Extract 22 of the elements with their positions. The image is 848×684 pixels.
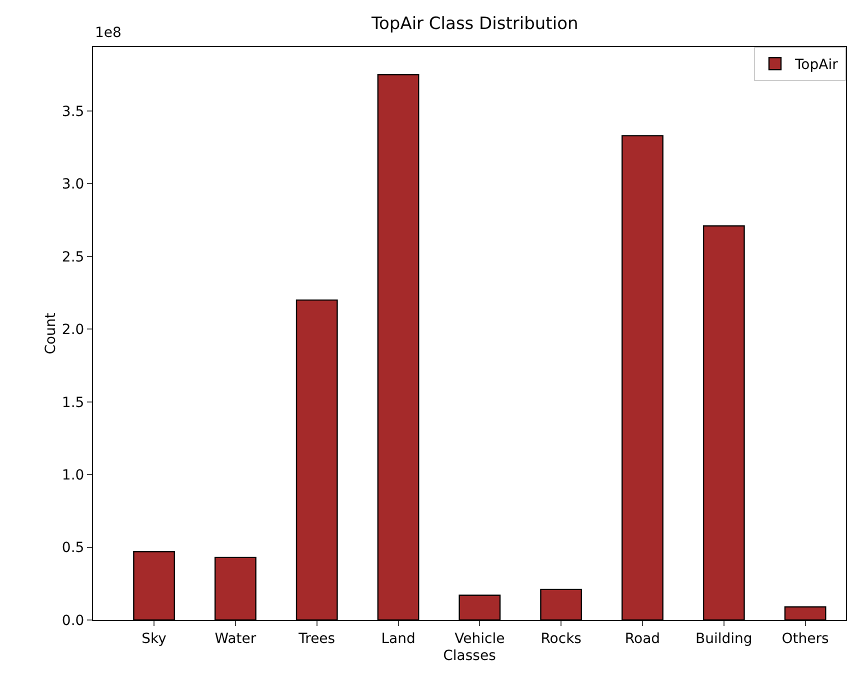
x-tick-label: Sky	[142, 630, 166, 647]
x-axis-title: Classes	[443, 648, 496, 664]
y-tick-label: 2.0	[62, 322, 84, 338]
y-tick-label: 0.0	[62, 612, 84, 629]
x-tick-label: Water	[214, 630, 256, 647]
x-tick-label: Road	[624, 630, 660, 647]
chart-title: TopAir Class Distribution	[370, 14, 578, 34]
x-tick-label: Trees	[298, 630, 336, 647]
x-tick-label: Rocks	[540, 630, 582, 647]
y-tick-label: 3.0	[62, 176, 84, 193]
x-tick-label: Vehicle	[454, 630, 505, 647]
x-tick-label: Building	[695, 630, 752, 647]
legend-label: TopAir	[794, 57, 838, 74]
y-tick-label: 2.5	[62, 249, 84, 266]
x-tick-label: Land	[381, 630, 416, 647]
y-tick-label: 0.5	[62, 540, 84, 556]
y-tick-label: 1.0	[62, 467, 84, 484]
y-tick-label: 1.5	[62, 394, 84, 411]
x-tick-label: Others	[782, 630, 829, 647]
y-tick-label: 3.5	[62, 104, 84, 120]
y-axis-title: Count	[43, 312, 59, 354]
text: 1e8	[95, 25, 122, 41]
